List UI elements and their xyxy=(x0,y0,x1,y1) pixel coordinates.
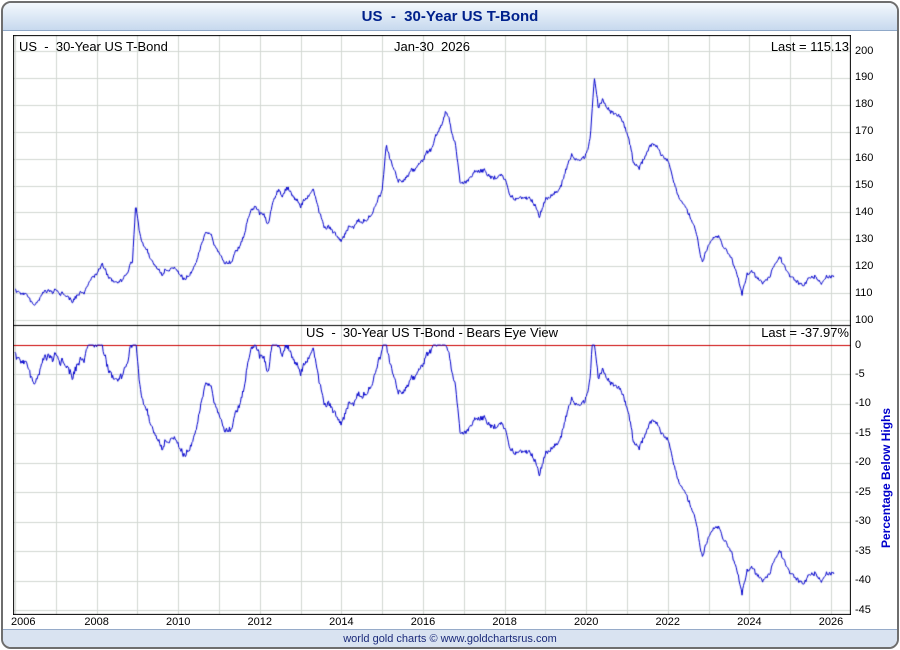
x-tick-label: 2014 xyxy=(329,616,354,628)
bev-tick-label: -15 xyxy=(855,426,871,439)
x-tick-label: 2024 xyxy=(737,616,762,628)
price-tick-label: 110 xyxy=(855,286,873,299)
x-tick-label: 2016 xyxy=(410,616,436,628)
bev-tick-label: -25 xyxy=(855,485,871,498)
title-bar: US - 30-Year US T-Bond xyxy=(3,3,897,31)
x-tick-label: 2020 xyxy=(573,616,599,628)
footer-text: world gold charts © www.goldchartsrus.co… xyxy=(343,632,557,645)
price-bev-chart-canvas xyxy=(13,35,851,615)
bottom-panel-axis-label: Percentage Below Highs xyxy=(879,407,893,549)
price-tick-label: 140 xyxy=(855,205,874,218)
top-panel-last-value: Last = 115.13 xyxy=(770,39,849,54)
bev-tick-label: -30 xyxy=(855,515,871,528)
price-tick-label: 120 xyxy=(855,259,874,272)
top-panel-label: US - 30-Year US T-Bond xyxy=(19,39,168,54)
bev-tick-label: -10 xyxy=(855,397,871,410)
x-tick-label: 2026 xyxy=(818,616,844,628)
price-tick-label: 200 xyxy=(855,44,874,57)
price-tick-label: 190 xyxy=(855,71,874,84)
x-tick-label: 2018 xyxy=(492,616,517,628)
x-tick-label: 2010 xyxy=(165,616,191,628)
footer-bar: world gold charts © www.goldchartsrus.co… xyxy=(3,629,897,647)
bottom-panel-title: US - 30-Year US T-Bond - Bears Eye View xyxy=(306,325,558,340)
bev-tick-label: -45 xyxy=(855,603,871,616)
price-tick-label: 160 xyxy=(855,152,874,165)
bev-tick-label: -20 xyxy=(855,456,871,469)
bev-tick-label: 0 xyxy=(855,338,862,351)
x-tick-label: 2006 xyxy=(11,616,36,628)
x-tick-label: 2022 xyxy=(655,616,681,628)
bottom-panel-last-value: Last = -37.97% xyxy=(761,325,849,340)
bev-tick-label: -35 xyxy=(855,544,871,557)
price-tick-label: 170 xyxy=(855,125,874,138)
bev-tick-label: -40 xyxy=(855,574,871,587)
price-tick-label: 100 xyxy=(855,313,874,326)
x-tick-label: 2008 xyxy=(84,616,109,628)
chart-date-label: Jan-30 2026 xyxy=(394,39,470,54)
price-tick-label: 150 xyxy=(855,179,874,191)
price-tick-label: 130 xyxy=(855,232,874,245)
price-tick-label: 180 xyxy=(855,98,874,111)
x-tick-label: 2012 xyxy=(247,616,273,628)
window-title: US - 30-Year US T-Bond xyxy=(361,8,539,25)
bev-tick-label: -5 xyxy=(855,367,865,380)
chart-area: US - 30-Year US T-Bond Jan-30 2026 Last … xyxy=(11,33,895,633)
